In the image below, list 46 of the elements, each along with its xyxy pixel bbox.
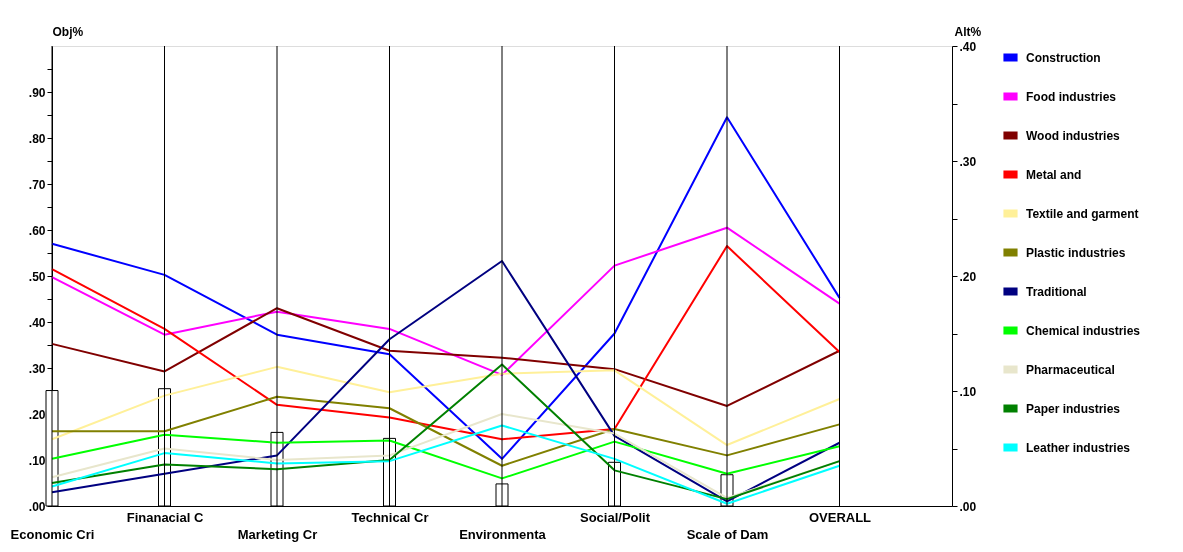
line-series xyxy=(51,260,841,503)
x-tick-label: Environmenta xyxy=(459,526,547,542)
line-series xyxy=(51,245,841,441)
line-series xyxy=(51,433,841,480)
x-tick-label: Finanacial C xyxy=(126,509,204,525)
line-series xyxy=(51,363,841,501)
y-tick-label: .70 xyxy=(28,177,46,192)
y-tick-label: .60 xyxy=(28,223,46,238)
line-series xyxy=(51,395,841,467)
x-tick-label: Scale of Dam xyxy=(686,526,769,542)
y-tick-label: .90 xyxy=(28,85,46,100)
legend-label: Food industries xyxy=(1026,89,1117,104)
x-tick-label: Marketing Cr xyxy=(237,526,318,542)
y-tick-label: .40 xyxy=(28,315,46,330)
legend-label: Chemical industries xyxy=(1026,323,1141,338)
legend-label: Leather industries xyxy=(1026,440,1131,455)
y2-tick-label: .30 xyxy=(959,154,977,169)
x-tick-label: Technical Cr xyxy=(351,509,429,525)
line-series xyxy=(51,307,841,407)
legend-label: Textile and garment xyxy=(1026,206,1139,221)
y-tick-label: .00 xyxy=(28,499,46,514)
legend-label: Pharmaceutical xyxy=(1026,362,1115,377)
x-tick-label: Economic Cri xyxy=(10,526,95,542)
y-axis-title: Obj% xyxy=(52,24,84,39)
y-tick-label: .50 xyxy=(28,269,46,284)
legend-label: Metal and xyxy=(1026,167,1082,182)
y-tick-label: .80 xyxy=(28,131,46,146)
y2-tick-label: .20 xyxy=(959,269,977,284)
y-tick-label: .30 xyxy=(28,361,46,376)
legend-label: Paper industries xyxy=(1026,401,1121,416)
legend-label: Traditional xyxy=(1026,284,1087,299)
y-tick-label: .20 xyxy=(28,407,46,422)
line-series xyxy=(51,116,841,460)
y-tick-label: .10 xyxy=(28,453,46,468)
line-series xyxy=(51,365,841,447)
y2-axis-title: Alt% xyxy=(954,24,982,39)
x-tick-label: OVERALL xyxy=(808,509,872,525)
line-series xyxy=(51,424,841,505)
y2-tick-label: .40 xyxy=(959,39,977,54)
legend-label: Construction xyxy=(1026,50,1101,65)
y2-tick-label: .10 xyxy=(959,384,977,399)
y2-tick-label: .00 xyxy=(959,499,977,514)
legend-label: Plastic industries xyxy=(1026,245,1126,260)
line-series xyxy=(51,226,841,376)
x-tick-label: Social/Polit xyxy=(579,509,651,525)
legend-label: Wood industries xyxy=(1026,128,1121,143)
